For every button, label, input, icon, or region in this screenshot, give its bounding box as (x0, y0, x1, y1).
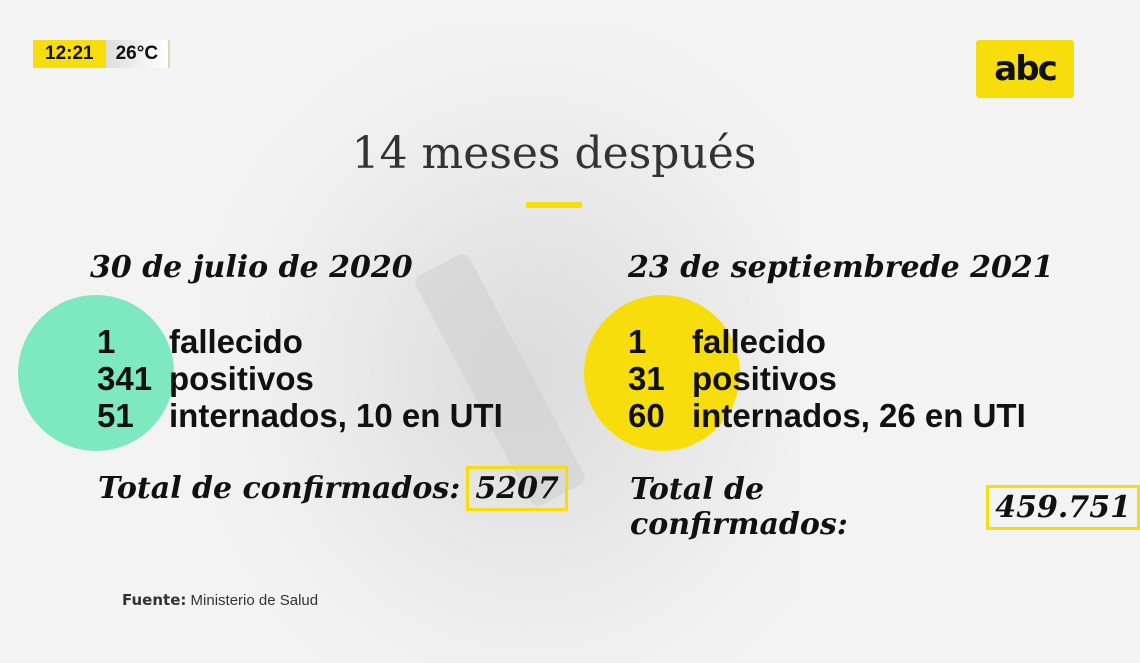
stat-row: 341 positivos (97, 360, 503, 397)
stat-row: 1 fallecido (97, 323, 503, 360)
stat-label: fallecido (169, 323, 303, 360)
stat-row: 1 fallecido (628, 323, 1026, 360)
left-total: Total de confirmados: 5207 (98, 466, 568, 511)
stat-number: 341 (97, 360, 153, 397)
stat-label: fallecido (692, 323, 826, 360)
stat-number: 31 (628, 360, 665, 397)
total-label: Total de confirmados: (98, 471, 461, 506)
total-value: 5207 (466, 466, 568, 511)
clock-weather: 12:21 26°C (33, 40, 171, 68)
stat-number: 1 (97, 323, 116, 360)
left-stats: 1 fallecido 341 positivos 51 internados, 10… (97, 323, 503, 434)
left-circle (18, 295, 174, 451)
stat-number: 1 (628, 323, 647, 360)
stat-row: 60 internados, 26 en UTI (628, 397, 1026, 434)
source-value: Ministerio de Salud (190, 592, 319, 609)
source-label: Fuente: (122, 591, 187, 609)
right-date: 23 de septiembrede 2021 (628, 250, 1054, 285)
temperature: 26°C (105, 40, 171, 68)
stat-number: 60 (628, 397, 665, 434)
abc-logo: abc (976, 40, 1074, 98)
right-stats: 1 fallecido 31 positivos 60 internados, 26 … (628, 323, 1026, 434)
stat-row: 31 positivos (628, 360, 1026, 397)
right-total: Total de confirmados: 459.751 (630, 472, 1140, 542)
source: Fuente: Ministerio de Salud (122, 591, 318, 609)
stat-number: 51 (97, 397, 134, 434)
title-underline (526, 202, 582, 208)
stat-row: 51 internados, 10 en UTI (97, 397, 503, 434)
right-circle (584, 295, 740, 451)
stat-label: internados, 10 en UTI (169, 397, 503, 434)
stat-label: positivos (169, 360, 314, 397)
stat-label: positivos (692, 360, 837, 397)
left-date: 30 de julio de 2020 (90, 250, 413, 285)
total-value: 459.751 (986, 484, 1140, 530)
page-title: 14 meses después (351, 128, 757, 179)
time: 12:21 (33, 40, 106, 68)
total-label: Total de confirmados: (630, 472, 848, 542)
stat-label: internados, 26 en UTI (692, 397, 1026, 434)
